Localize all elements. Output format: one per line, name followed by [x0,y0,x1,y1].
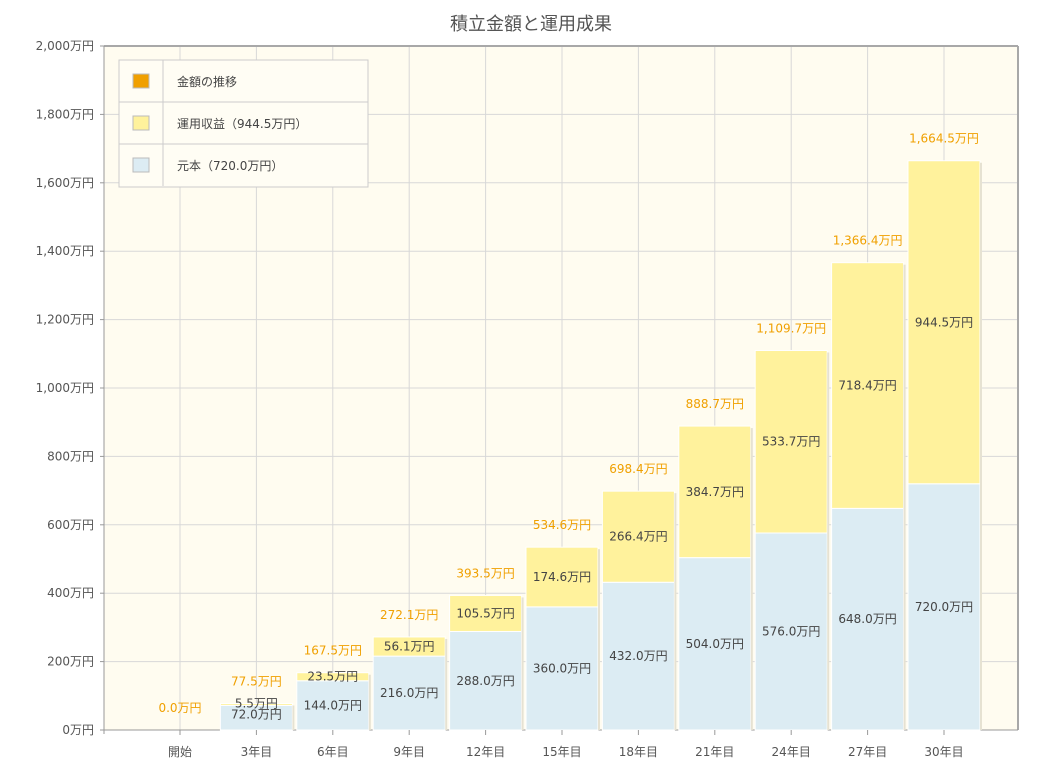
data-label-principal: 576.0万円 [762,625,820,639]
bar-shadow [750,428,753,730]
legend-swatch [132,73,150,89]
data-label-principal: 216.0万円 [380,686,438,700]
data-label-total: 77.5万円 [231,674,282,688]
bar-shadow [368,674,371,730]
data-label-return: 5.5万円 [235,696,278,710]
data-label-principal: 720.0万円 [915,600,973,614]
data-label-total: 393.5万円 [456,566,514,580]
bar-principal [449,631,523,731]
bar-return [754,349,828,534]
x-tick-label: 3年目 [241,745,273,759]
x-tick-label: 24年目 [772,745,811,759]
y-tick-label: 0万円 [62,723,94,737]
bar-shadow [521,597,524,730]
x-tick-label: 27年目 [848,745,887,759]
y-tick-label: 200万円 [47,655,94,669]
data-label-return: 23.5万円 [307,670,358,684]
y-tick-label: 1,400万円 [36,244,94,258]
data-label-return: 266.4万円 [609,530,667,544]
data-label-principal: 648.0万円 [838,612,896,626]
data-label-total: 1,366.4万円 [833,234,903,248]
bar-shadow [292,705,295,730]
data-label-return: 533.7万円 [762,435,820,449]
y-tick-label: 600万円 [47,518,94,532]
bar-shadow [903,264,906,730]
bar-return [601,490,675,583]
data-label-principal: 72.0万円 [231,707,282,721]
bar-shadow [674,493,677,730]
bar-principal [831,507,905,731]
data-label-return: 718.4万円 [838,379,896,393]
data-label-total: 1,664.5万円 [909,132,979,146]
bar-return [219,702,293,706]
bar-shadow [827,352,830,730]
data-label-total: 167.5万円 [304,644,362,658]
x-tick-label: 12年目 [466,745,505,759]
data-label-total: 272.1万円 [380,608,438,622]
y-tick-label: 2,000万円 [36,39,94,53]
bar-return [449,594,523,633]
bar-shadow [445,638,448,730]
bar-return [678,425,752,559]
legend-swatch [132,157,150,173]
data-label-return: 56.1万円 [384,640,435,654]
data-label-principal: 360.0万円 [533,661,591,675]
legend-label: 運用収益（944.5万円） [177,117,307,131]
bar-return [525,546,599,608]
x-tick-label: 18年目 [619,745,658,759]
x-tick-label: 9年目 [393,745,425,759]
x-tick-label: 15年目 [542,745,581,759]
bar-principal [678,557,752,731]
data-label-principal: 504.0万円 [686,637,744,651]
data-label-principal: 432.0万円 [609,649,667,663]
bar-return [831,262,905,509]
x-tick-label: 開始 [168,745,192,759]
y-tick-label: 400万円 [47,586,94,600]
data-label-total: 534.6万円 [533,518,591,532]
data-label-return: 105.5万円 [456,606,514,620]
legend-swatch [132,115,150,131]
data-label-principal: 144.0万円 [304,698,362,712]
bar-principal [372,655,446,731]
bar-principal [907,483,981,731]
y-tick-label: 1,600万円 [36,176,94,190]
data-label-return: 944.5万円 [915,315,973,329]
x-tick-label: 6年目 [317,745,349,759]
y-tick-label: 1,200万円 [36,313,94,327]
data-label-return: 174.6万円 [533,570,591,584]
bar-principal [219,704,293,731]
chart-title: 積立金額と運用成果 [450,14,612,35]
y-tick-label: 800万円 [47,449,94,463]
x-tick-label: 21年目 [695,745,734,759]
data-label-total: 0.0万円 [158,701,201,715]
legend-label: 元本（720.0万円） [177,159,283,173]
data-label-total: 698.4万円 [609,462,667,476]
data-label-principal: 288.0万円 [456,674,514,688]
y-tick-label: 1,000万円 [36,381,94,395]
x-tick-label: 30年目 [924,745,963,759]
legend-box [118,59,369,188]
data-label-total: 1,109.7万円 [756,321,826,335]
bar-principal [525,606,599,731]
bar-principal [601,581,675,731]
legend-label: 金額の推移 [177,74,237,89]
data-label-return: 384.7万円 [686,485,744,499]
data-label-total: 888.7万円 [686,397,744,411]
bar-shadow [980,162,982,731]
bar-principal [754,532,828,731]
y-tick-label: 1,800万円 [36,107,94,121]
bar-shadow [598,549,600,730]
